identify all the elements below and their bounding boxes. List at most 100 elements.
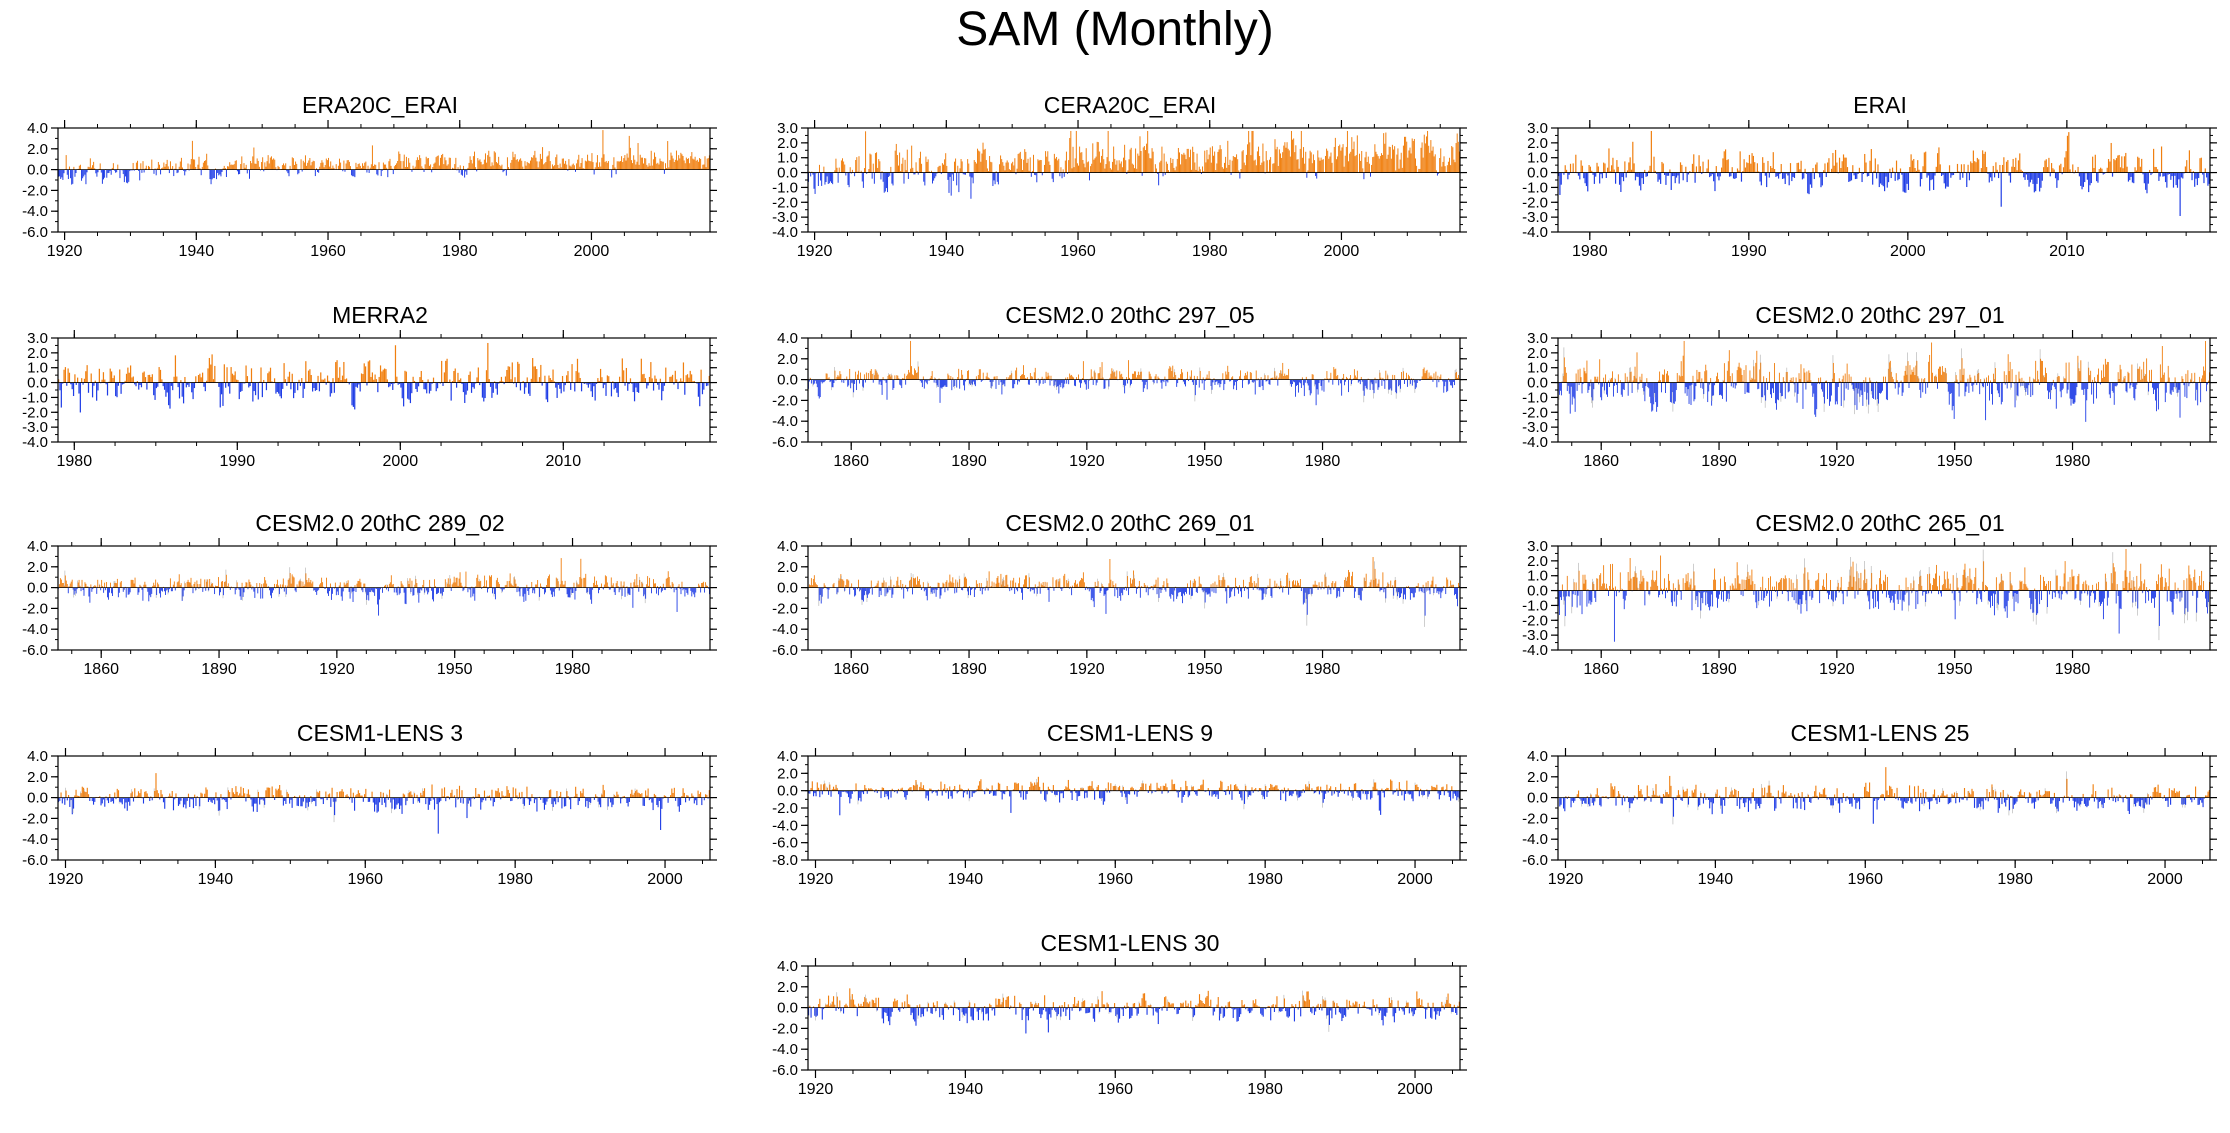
positive-bar [264,162,266,170]
positive-bar [237,379,239,383]
positive-bar [587,154,589,170]
positive-bar [340,162,342,170]
positive-bar [274,159,276,170]
positive-bar [209,578,211,588]
y-axis: 3.02.01.00.0-1.0-2.0-3.0-4.0 [22,330,717,451]
negative-bar [1824,382,1826,404]
negative-bar [1307,379,1309,386]
positive-bar [470,159,472,170]
positive-bar [671,155,673,170]
positive-bar [606,162,608,170]
negative-bar [465,169,467,172]
negative-bar [638,382,640,393]
negative-bar [815,172,817,174]
positive-bar [288,578,290,588]
positive-bar [1389,147,1391,173]
positive-bar [1975,162,1977,173]
positive-bar [1774,169,1776,173]
negative-bar [2050,382,2052,391]
positive-bar [1128,159,1130,173]
negative-bar [631,382,633,384]
positive-bar [1064,160,1066,173]
negative-bar [325,587,326,589]
positive-bar [231,164,233,170]
positive-bar [1705,364,1707,383]
positive-bar [1023,159,1025,173]
positive-bar [1276,146,1278,173]
negative-bar [1942,172,1944,175]
positive-bar [571,164,573,170]
positive-bar [1171,371,1173,380]
positive-bar [1222,168,1224,173]
x-tick-label: 2010 [546,453,582,470]
positive-bar [2057,375,2059,383]
negative-bar [67,587,69,594]
positive-bar [689,370,691,383]
positive-bar [1266,160,1268,173]
negative-bar [373,587,375,593]
negative-bar [1746,382,1748,393]
positive-bar [823,166,825,173]
positive-bar [131,579,133,588]
negative-bar [462,382,465,393]
negative-bar [1943,172,1945,184]
negative-bar [1156,379,1158,384]
positive-bar [1001,159,1003,173]
negative-bar [176,169,178,174]
positive-bar [371,145,373,170]
positive-bar [112,163,114,170]
positive-bar [1604,163,1606,173]
positive-bar [1889,168,1891,173]
negative-bar [1764,382,1766,396]
positive-bar [826,373,828,380]
negative-bar [329,382,331,397]
negative-bar [139,382,141,385]
positive-bar [346,582,348,588]
positive-bar [460,582,462,588]
positive-bar [601,583,602,588]
negative-bar [327,587,328,594]
positive-bar [1008,377,1010,380]
negative-bar [501,587,503,592]
positive-bar [952,377,954,380]
positive-bar [85,583,87,588]
positive-bar [930,375,932,380]
negative-bar [1369,379,1371,390]
negative-bar [440,587,442,594]
negative-bar [1615,382,1617,385]
positive-bar [660,160,662,170]
positive-bar [1258,146,1260,173]
negative-bar [324,587,326,589]
positive-bar [2203,366,2205,383]
negative-bar [1989,382,1990,401]
positive-bar [1354,375,1356,380]
negative-bar [2195,382,2197,401]
positive-bar [1834,149,1837,173]
positive-bar [1310,152,1312,173]
negative-bar [1947,172,1949,187]
negative-bar [280,587,282,589]
negative-bar [271,587,272,599]
positive-bar [955,158,957,173]
negative-bar [2036,172,2038,184]
positive-bar [1440,374,1442,380]
negative-bar [587,382,589,388]
negative-bar [880,379,882,386]
positive-bar [2036,381,2038,383]
negative-bar [520,587,522,589]
positive-bar [1597,166,1599,173]
negative-bar [1573,382,1575,399]
positive-bar [1287,375,1289,380]
positive-bar [689,163,691,170]
negative-bar [828,172,830,184]
positive-bar [1353,141,1355,173]
positive-bar [585,573,587,588]
negative-bar [1388,379,1390,390]
positive-bar [1338,146,1340,173]
positive-bar [158,164,160,170]
positive-bar [849,368,851,380]
positive-bar [421,166,423,170]
negative-bar [1655,382,1657,403]
negative-bar [2132,382,2134,387]
negative-bar [953,379,955,387]
